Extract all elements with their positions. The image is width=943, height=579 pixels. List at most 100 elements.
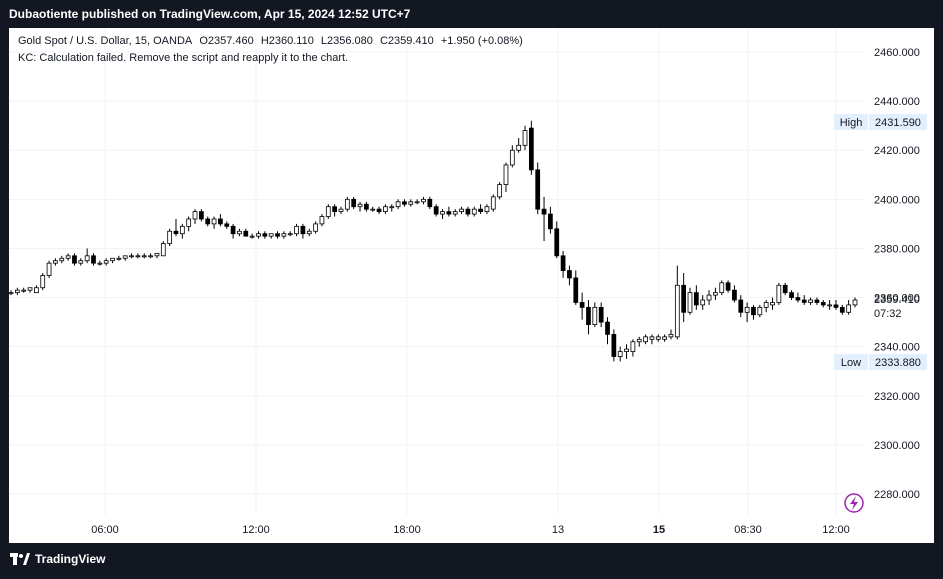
time-tick-label: 18:00 (393, 524, 421, 536)
candle-body (592, 306, 598, 325)
candle (738, 295, 744, 318)
candle-body (560, 255, 566, 271)
candle-body (808, 299, 813, 303)
candle-body (237, 230, 242, 235)
price-tick-label: 2440.000 (874, 96, 920, 108)
candle-body (446, 211, 452, 215)
candle-body (319, 216, 325, 225)
candle (776, 282, 782, 305)
candle (421, 196, 426, 205)
candle (230, 223, 236, 239)
candle (325, 204, 331, 219)
candle (839, 304, 845, 315)
candle (65, 253, 71, 261)
candle (827, 300, 832, 310)
low-label: Low (841, 357, 861, 369)
price-tick-label: 2420.000 (874, 145, 920, 157)
candle-body (509, 149, 515, 166)
legend-high: H2360.110 (260, 35, 314, 47)
candle-body (199, 211, 204, 220)
time-tick-label: 06:00 (91, 524, 119, 536)
candle (586, 300, 591, 335)
candle (605, 317, 610, 345)
candle-body (332, 206, 338, 213)
candle-body (465, 208, 471, 215)
candle (249, 233, 255, 239)
candle (789, 290, 794, 301)
candle-body (294, 225, 299, 235)
candle (706, 290, 712, 305)
candle-body (383, 206, 388, 213)
candle (34, 285, 39, 294)
candle (135, 253, 141, 259)
candle-body (40, 275, 46, 289)
candle (636, 336, 642, 347)
candle (598, 302, 604, 328)
candle (649, 334, 655, 345)
candle (509, 145, 515, 168)
candle (205, 216, 211, 227)
candle (141, 253, 147, 259)
candle-body (598, 306, 604, 323)
candle (72, 253, 77, 266)
candle (268, 233, 274, 239)
candle-body (78, 260, 84, 264)
candle (300, 223, 306, 239)
tradingview-brand: TradingView (35, 552, 106, 566)
candle-body (751, 306, 756, 316)
price-tick-label: 2380.000 (874, 243, 920, 255)
candle (795, 292, 801, 303)
candle-body (719, 282, 725, 294)
candle (801, 295, 807, 305)
candle-body (789, 292, 794, 298)
candle-body (852, 299, 858, 306)
high-label-bg (834, 114, 868, 130)
candle (700, 295, 706, 310)
candle-body (770, 302, 775, 306)
candle (687, 287, 693, 315)
candle-body (116, 257, 122, 260)
time-tick-label: 08:30 (734, 524, 762, 536)
candle (199, 209, 204, 222)
candle (40, 273, 46, 291)
candle (497, 182, 502, 200)
candle-body (681, 284, 687, 313)
candle (414, 199, 420, 205)
candle (313, 221, 318, 234)
candle-body (795, 297, 801, 301)
candle-body (693, 292, 699, 306)
candle-body (300, 225, 306, 235)
candle-body (65, 255, 71, 259)
tradingview-logo[interactable]: TradingView (10, 552, 105, 566)
candle-body (478, 208, 483, 213)
candle-body (224, 223, 230, 227)
candle-body (91, 255, 96, 264)
candle-body (46, 262, 52, 276)
candle-body (744, 306, 750, 313)
candle-body (364, 203, 369, 210)
candle-body (427, 198, 433, 208)
candle-body (110, 257, 115, 262)
legend-low: L2356.080 (320, 35, 373, 47)
candle (592, 302, 598, 328)
candle (522, 125, 528, 151)
candle (713, 287, 718, 301)
candle (655, 334, 661, 342)
candle (516, 137, 522, 153)
candle-body (370, 208, 376, 211)
lightning-icon[interactable] (844, 493, 864, 513)
candle-body (490, 196, 496, 210)
candle (617, 346, 623, 362)
candle-body (97, 262, 103, 265)
time-tick-label: 13 (552, 524, 564, 536)
candle (630, 339, 636, 357)
candle-body (820, 302, 826, 306)
candle (459, 206, 464, 215)
candle (478, 204, 483, 215)
low-marker: Low 2333.880 (834, 354, 927, 370)
candle (351, 196, 357, 210)
candle-body (338, 208, 344, 213)
candle-body (154, 252, 160, 257)
candle-body (528, 127, 534, 171)
